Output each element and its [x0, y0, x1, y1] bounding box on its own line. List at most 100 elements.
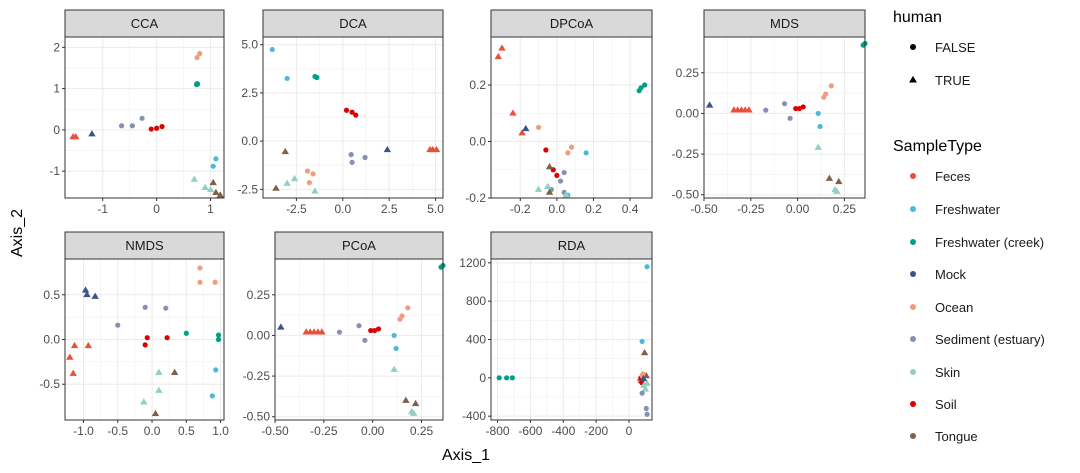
x-tick-label: -800 [486, 424, 510, 438]
points [69, 50, 224, 198]
point-soil-circle [353, 112, 359, 118]
panel-border [262, 36, 444, 199]
legend-item-soil: Soil [935, 397, 957, 412]
y-tick-label: 0.00 [247, 328, 271, 342]
gridlines [65, 259, 224, 420]
point-freshwater-circle [391, 332, 397, 339]
y-tick-label: -0.50 [243, 410, 271, 424]
point-soil-circle [349, 109, 355, 115]
point-skin-triangle [140, 398, 148, 405]
point-freshwater-creek-circle [638, 85, 644, 91]
panel-border [64, 36, 225, 199]
point-freshwater-circle [210, 163, 216, 169]
point-skin-triangle [641, 385, 650, 392]
point-feces-triangle [509, 109, 517, 116]
point-soil-circle [554, 172, 560, 179]
point-skin-triangle [390, 365, 398, 372]
point-mock-triangle [83, 290, 91, 298]
y-tick-label: 5.0 [241, 38, 258, 52]
point-feces-triangle [84, 341, 93, 349]
x-tick-label: -0.50 [690, 202, 718, 216]
point-sediment-estuary-circle [557, 178, 564, 184]
legend-human: human FALSE TRUE [893, 9, 976, 88]
point-freshwater-circle [639, 338, 645, 345]
gridlines [491, 259, 652, 420]
y-tick-label: -2.5 [237, 182, 258, 196]
panel-border [490, 258, 653, 421]
gridlines [263, 37, 443, 198]
y-tick-label: -0.25 [243, 369, 271, 383]
point-freshwater-circle [644, 264, 650, 270]
strip-cca [64, 9, 225, 38]
point-ocean-circle [823, 91, 829, 97]
panel-border [490, 36, 653, 199]
point-ocean-circle [640, 371, 646, 377]
x-tick-label: -200 [584, 424, 608, 438]
point-mock-triangle [277, 323, 285, 330]
point-skin-triangle [155, 386, 163, 393]
point-skin-triangle [283, 179, 291, 186]
y-tick-label: 0 [53, 123, 60, 137]
point-feces-triangle [498, 44, 506, 51]
point-soil-circle [543, 147, 549, 153]
point-skin-triangle [206, 185, 215, 193]
point-skin-triangle [544, 182, 552, 190]
legend-key-skin [910, 369, 916, 375]
x-tick-label: -0.25 [310, 424, 338, 438]
point-soil-circle [154, 125, 160, 131]
y-tick-label: -0.25 [672, 147, 700, 161]
panel-nmds: NMDS -1.0 -0.5 0.0 0.5 1.0 -0.5 0.0 0.5 [39, 231, 229, 438]
points [269, 46, 441, 194]
legend-key-ocean [910, 304, 916, 310]
point-sediment-estuary-circle [118, 123, 125, 129]
point-mock-triangle [639, 374, 648, 382]
point-skin-triangle [562, 191, 570, 198]
points [705, 40, 868, 194]
point-tongue-triangle [640, 349, 649, 356]
y-axis-title: Axis_2 [9, 209, 26, 257]
point-sediment-estuary-circle [115, 322, 121, 328]
point-sediment-estuary-circle [139, 115, 145, 121]
point-freshwater-circle [815, 110, 821, 117]
point-sediment-estuary-circle [781, 101, 788, 107]
strip-label: CCA [131, 16, 159, 31]
point-ocean-circle [194, 55, 200, 61]
point-mock-triangle [522, 124, 530, 132]
point-ocean-circle [535, 124, 542, 130]
point-freshwater-creek-circle [314, 74, 320, 81]
plot-area [491, 37, 652, 198]
panel-pcoa: PCoA -0.50 -0.25 0.00 0.25 -0.50 -0.25 0.00 0.25 [243, 231, 446, 438]
legend-sample-type-title: SampleType [893, 138, 982, 155]
legend-key-sediment-estuary [910, 336, 916, 342]
point-feces-triangle [70, 341, 79, 349]
x-tick-label: 0.0 [549, 202, 566, 216]
strip-label: DCA [339, 16, 367, 31]
point-feces-triangle [432, 145, 441, 153]
point-soil-circle [375, 326, 382, 332]
x-tick-label: -1.0 [73, 424, 94, 438]
x-tick-label: 1.0 [212, 424, 229, 438]
legend-key-tongue [910, 433, 916, 439]
y-tick-label: 1200 [459, 256, 486, 270]
legend-key-freshwater-creek [910, 239, 916, 245]
point-freshwater-creek-circle [183, 330, 189, 336]
strip-dpcoa [490, 9, 653, 38]
x-tick-label: 0.5 [178, 424, 195, 438]
point-skin-triangle [201, 183, 209, 191]
point-ocean-circle [565, 150, 571, 156]
point-feces-triangle [494, 52, 503, 60]
point-sediment-estuary-circle [356, 323, 362, 329]
y-tick-label: 2 [53, 40, 60, 54]
y-tick-label: 400 [466, 333, 486, 347]
panel-border [274, 258, 444, 421]
x-tick-label: -0.5 [107, 424, 128, 438]
point-ocean-circle [306, 179, 312, 186]
point-soil-circle [164, 335, 170, 341]
point-mock-triangle [81, 286, 90, 293]
strip-label: MDS [770, 16, 799, 31]
legend-item-ocean: Ocean [935, 300, 973, 315]
legend-key-mock [910, 271, 916, 277]
strip-label: PCoA [342, 238, 376, 253]
point-skin-triangle [155, 368, 163, 375]
x-tick-label: -0.2 [510, 202, 531, 216]
